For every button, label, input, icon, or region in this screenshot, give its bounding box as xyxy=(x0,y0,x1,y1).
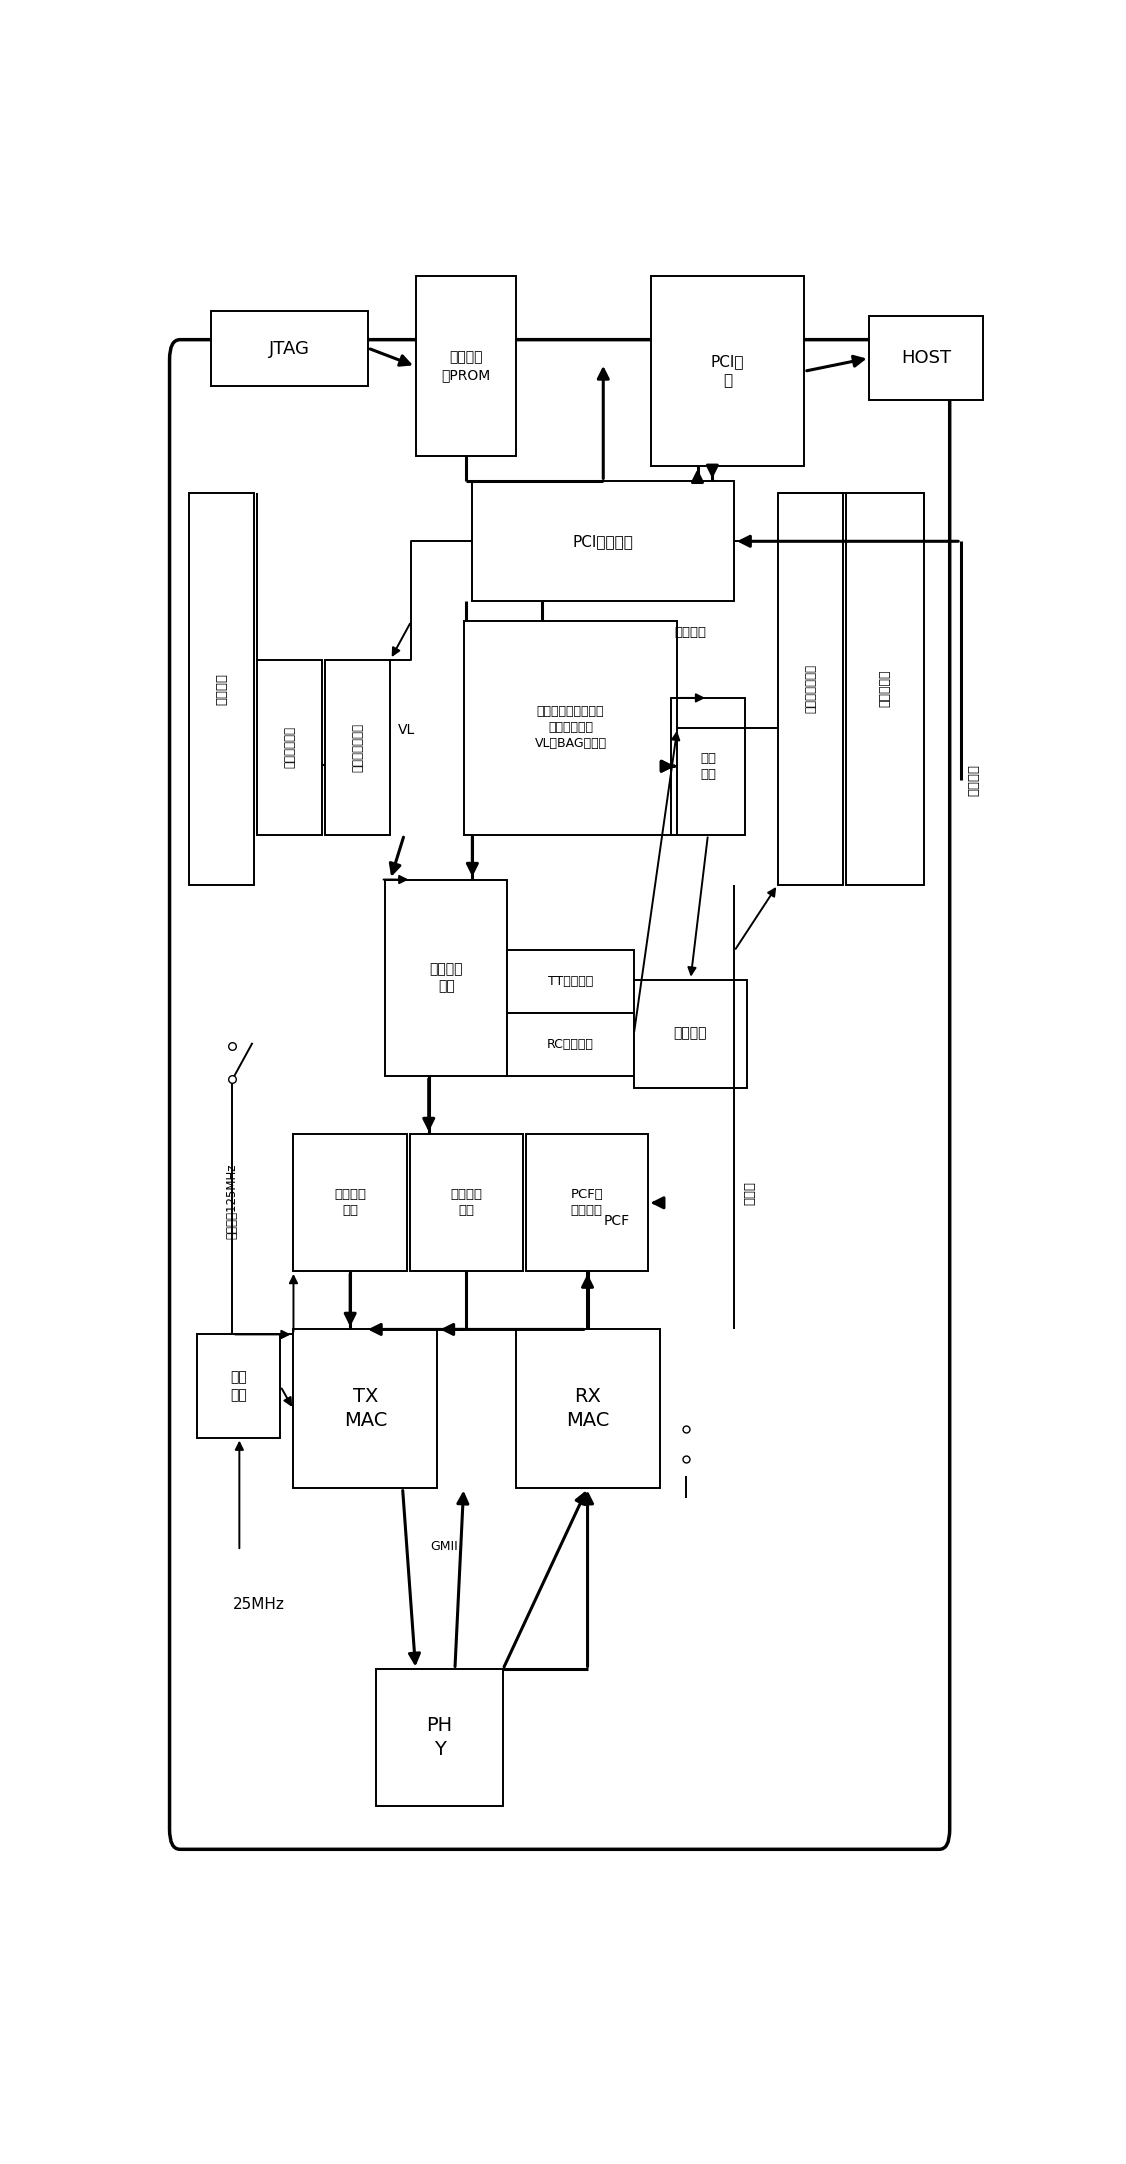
Text: 网口
配置: 网口 配置 xyxy=(700,751,716,781)
Text: 25MHz: 25MHz xyxy=(233,1597,285,1612)
Bar xyxy=(671,699,745,835)
Text: PCI接口处理: PCI接口处理 xyxy=(573,535,634,550)
Text: 时间调度
表PROM: 时间调度 表PROM xyxy=(441,351,491,383)
Text: 帧解析模块: 帧解析模块 xyxy=(878,671,892,708)
Bar xyxy=(376,1668,503,1807)
Bar xyxy=(869,316,983,400)
Bar xyxy=(464,621,678,835)
Text: HOST: HOST xyxy=(901,348,951,368)
Text: PCF帧
控制模块: PCF帧 控制模块 xyxy=(570,1188,604,1218)
Text: TX
MAC: TX MAC xyxy=(343,1387,387,1430)
Text: JTAG: JTAG xyxy=(269,340,310,357)
Bar xyxy=(634,980,748,1088)
Bar xyxy=(846,493,924,885)
Bar xyxy=(507,950,634,1013)
Text: 配置管理: 配置管理 xyxy=(673,1026,707,1041)
Text: 本地时钟
校准: 本地时钟 校准 xyxy=(450,1188,482,1218)
Text: 接收数据缓冲区: 接收数据缓冲区 xyxy=(804,664,817,714)
Bar xyxy=(294,1134,406,1270)
Bar xyxy=(211,312,367,387)
Bar xyxy=(526,1134,647,1270)
Bar xyxy=(189,493,254,885)
Bar xyxy=(516,1329,660,1487)
Bar xyxy=(197,1335,280,1437)
Text: TT消息管理: TT消息管理 xyxy=(548,974,593,987)
Text: GMII: GMII xyxy=(430,1539,458,1552)
Text: 数据帧: 数据帧 xyxy=(743,1182,757,1205)
Text: 工作频率125MHz: 工作频率125MHz xyxy=(226,1164,239,1238)
Bar xyxy=(325,660,391,835)
Text: 回环测试: 回环测试 xyxy=(674,625,706,638)
Text: PCF: PCF xyxy=(604,1214,629,1229)
Text: 时间同步
状态: 时间同步 状态 xyxy=(334,1188,366,1218)
Bar xyxy=(385,879,507,1076)
Text: 调度表管理模块（时
间参数存器、
VL、BAG管理）: 调度表管理模块（时 间参数存器、 VL、BAG管理） xyxy=(535,705,607,751)
Text: VL: VL xyxy=(399,723,415,736)
Bar xyxy=(473,480,734,602)
Text: RC消息管理: RC消息管理 xyxy=(547,1039,595,1052)
Text: PH
Y: PH Y xyxy=(427,1716,453,1759)
Text: 发送控制
模块: 发送控制 模块 xyxy=(429,963,463,993)
Text: 时序检查模块: 时序检查模块 xyxy=(283,727,296,768)
Bar xyxy=(257,660,322,835)
Bar xyxy=(507,1013,634,1076)
Bar xyxy=(415,277,516,457)
Bar xyxy=(294,1329,437,1487)
Text: 时钟
管理: 时钟 管理 xyxy=(231,1370,248,1402)
Bar xyxy=(410,1134,522,1270)
Text: 中断请求: 中断请求 xyxy=(967,764,981,796)
Bar xyxy=(778,493,843,885)
Text: 组帧模块: 组帧模块 xyxy=(215,673,227,705)
Text: PCI接
口: PCI接 口 xyxy=(711,355,744,387)
Text: 发送数据缓冲区: 发送数据缓冲区 xyxy=(351,723,364,773)
Text: RX
MAC: RX MAC xyxy=(566,1387,609,1430)
Bar xyxy=(651,277,804,465)
